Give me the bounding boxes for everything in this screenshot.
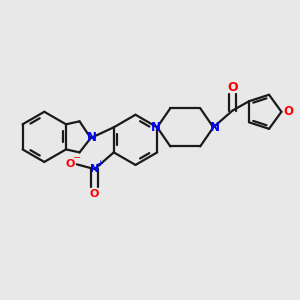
Text: O: O [65, 159, 75, 169]
Text: +: + [97, 159, 104, 168]
Text: N: N [210, 121, 220, 134]
Text: O: O [283, 105, 293, 118]
Text: N: N [150, 121, 161, 134]
Text: N: N [90, 164, 99, 173]
Text: −: − [73, 153, 81, 164]
Text: O: O [90, 189, 99, 199]
Text: O: O [227, 81, 238, 94]
Text: N: N [87, 131, 97, 144]
